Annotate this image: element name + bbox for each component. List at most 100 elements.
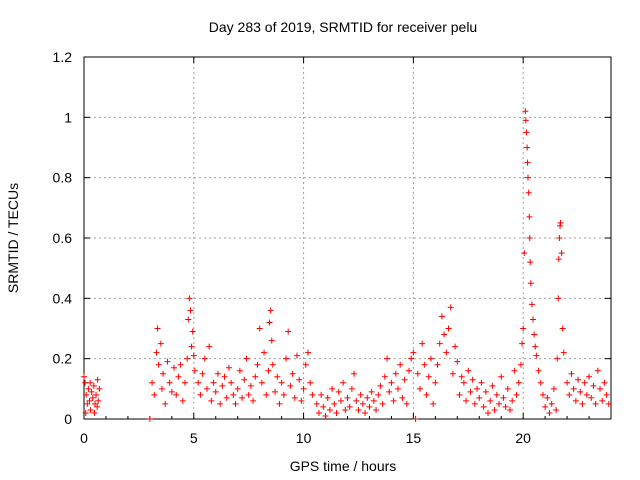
data-point xyxy=(493,391,500,398)
data-point xyxy=(362,409,369,416)
data-point xyxy=(86,397,93,404)
data-point xyxy=(525,189,532,196)
data-point xyxy=(302,361,309,368)
data-point xyxy=(544,394,551,401)
tick-layer: 0 5 10 15 20 0 0.2 0.4 0.6 0.8 1 1.2 xyxy=(53,49,612,446)
data-point xyxy=(496,400,503,407)
data-point xyxy=(427,355,434,362)
data-point xyxy=(434,361,441,368)
data-point xyxy=(386,388,393,395)
data-point xyxy=(199,370,206,377)
data-point xyxy=(239,394,246,401)
data-point xyxy=(395,385,402,392)
data-point xyxy=(300,385,307,392)
data-point xyxy=(550,385,557,392)
data-point xyxy=(438,313,445,320)
data-point xyxy=(357,391,364,398)
data-point xyxy=(480,403,487,410)
data-point xyxy=(247,382,254,389)
data-point xyxy=(581,379,588,386)
data-point xyxy=(304,349,311,356)
data-point xyxy=(217,400,224,407)
data-point xyxy=(175,373,182,380)
data-point xyxy=(531,331,538,338)
data-point xyxy=(408,355,415,362)
data-point xyxy=(93,391,100,398)
data-point xyxy=(250,397,257,404)
data-point xyxy=(326,406,333,413)
data-point xyxy=(432,379,439,386)
data-point xyxy=(91,409,98,416)
data-point xyxy=(219,382,226,389)
data-point xyxy=(337,397,344,404)
data-point xyxy=(285,328,292,335)
x-tick-label: 5 xyxy=(190,430,198,446)
data-point xyxy=(522,117,529,124)
data-point xyxy=(533,352,540,359)
data-point xyxy=(293,352,300,359)
data-point xyxy=(355,406,362,413)
data-point xyxy=(278,379,285,386)
data-point xyxy=(532,343,539,350)
data-point xyxy=(268,337,275,344)
data-point xyxy=(553,406,560,413)
data-point xyxy=(87,379,94,386)
data-point xyxy=(425,373,432,380)
data-point xyxy=(241,376,248,383)
data-point xyxy=(151,391,158,398)
data-point xyxy=(95,397,102,404)
data-point xyxy=(236,367,243,374)
data-point xyxy=(373,406,380,413)
data-point xyxy=(465,367,472,374)
data-point xyxy=(559,325,566,332)
data-point xyxy=(189,328,196,335)
data-point xyxy=(184,355,191,362)
data-point xyxy=(542,403,549,410)
data-point xyxy=(530,316,537,323)
data-point xyxy=(537,379,544,386)
data-point xyxy=(289,370,296,377)
data-point xyxy=(179,397,186,404)
data-point xyxy=(487,397,494,404)
data-point xyxy=(454,358,461,365)
data-point xyxy=(517,361,524,368)
data-point xyxy=(381,373,388,380)
data-point xyxy=(256,325,263,332)
data-point xyxy=(335,388,342,395)
data-point xyxy=(155,361,162,368)
data-point xyxy=(557,219,564,226)
data-point xyxy=(234,385,241,392)
data-point xyxy=(276,400,283,407)
data-point xyxy=(539,391,546,398)
data-point xyxy=(274,373,281,380)
data-point xyxy=(228,379,235,386)
data-point xyxy=(252,373,259,380)
data-point xyxy=(91,400,98,407)
data-point xyxy=(309,391,316,398)
data-point xyxy=(366,403,373,410)
x-tick-label: 0 xyxy=(80,430,88,446)
data-point xyxy=(82,379,89,386)
data-point xyxy=(324,394,331,401)
data-point xyxy=(509,397,516,404)
data-point xyxy=(583,391,590,398)
data-point xyxy=(564,379,571,386)
data-point xyxy=(577,388,584,395)
data-point xyxy=(410,349,417,356)
data-point xyxy=(588,394,595,401)
data-point xyxy=(263,391,270,398)
data-point xyxy=(243,355,250,362)
data-point xyxy=(87,406,94,413)
data-point xyxy=(375,391,382,398)
data-point xyxy=(460,379,467,386)
data-point xyxy=(348,385,355,392)
data-point xyxy=(221,373,228,380)
data-point xyxy=(186,295,193,302)
data-point xyxy=(351,370,358,377)
data-point xyxy=(412,416,419,422)
data-point xyxy=(597,385,604,392)
data-point xyxy=(346,403,353,410)
data-point xyxy=(160,370,167,377)
data-point xyxy=(456,391,463,398)
data-point xyxy=(511,367,518,374)
